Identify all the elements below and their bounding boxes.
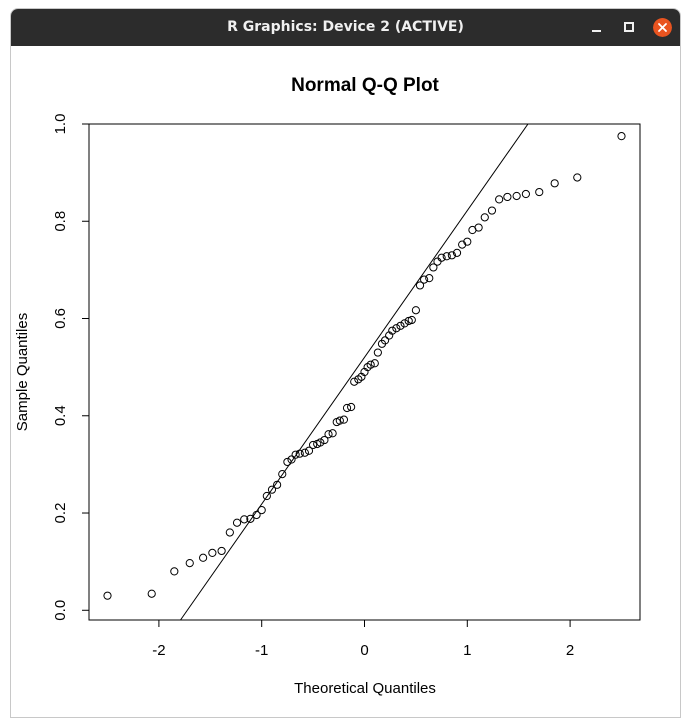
x-tick-label: 1 [463,642,471,659]
x-tick-label: -1 [255,642,268,659]
data-point [320,435,329,445]
data-point [240,515,249,524]
y-tick-label: 0.4 [52,405,69,426]
y-tick-label: 1.0 [52,114,69,135]
x-tick-label: 2 [566,642,574,659]
data-point [217,546,226,556]
data-point [512,191,521,201]
data-point [425,274,434,283]
close-icon[interactable] [653,18,672,37]
r-graphics-window: R Graphics: Device 2 (ACTIVE) [10,8,681,718]
data-point [232,518,242,527]
data-point [429,263,438,272]
y-tick-label: 0.6 [52,308,69,329]
data-point [420,275,429,284]
x-axis-label: Theoretical Quantiles [294,680,436,697]
x-axis: -2 -1 0 1 2 [152,619,574,659]
data-point [521,189,530,199]
data-point [300,448,309,457]
x-tick-label: -2 [152,642,165,659]
data-point [447,251,456,260]
data-point [262,491,271,501]
data-point [503,192,512,202]
data-point [324,430,333,439]
data-point [309,440,318,450]
data-point [380,336,390,345]
data-point [415,281,425,290]
qq-reference-line [180,123,529,621]
data-point [388,326,397,335]
data-point [550,179,559,188]
data-point [170,567,179,576]
data-point [267,485,277,494]
window-title: R Graphics: Device 2 (ACTIVE) [227,19,464,35]
data-point [411,306,420,315]
data-point [304,446,314,455]
data-point [535,187,544,197]
data-point [291,450,300,459]
data-point [208,548,217,557]
plot-frame [88,123,641,621]
y-tick-label: 0.8 [52,211,69,232]
data-point [225,528,234,537]
data-point [452,248,462,257]
chart-title: Normal Q-Q Plot [291,75,439,96]
y-tick-label: 0.2 [52,503,69,524]
data-point [339,415,349,424]
data-point [480,213,489,222]
data-point [400,319,409,328]
data-point [199,553,208,562]
data-point [185,559,194,568]
data-point [433,257,442,266]
data-point [278,470,287,479]
data-point [617,132,626,141]
data-point [396,321,405,330]
data-point [342,403,352,413]
data-point [370,359,379,368]
data-point [366,360,375,369]
reference-line-group [180,123,529,621]
data-point [103,591,112,600]
data-point [147,589,156,598]
data-point [316,438,325,447]
data-point [463,237,472,246]
maximize-icon[interactable] [620,18,639,37]
data-point [442,252,451,261]
data-point [495,195,504,204]
y-axis-label: Sample Quantiles [14,313,31,431]
data-point [328,429,337,438]
data-point [407,315,416,325]
data-point [573,173,582,182]
data-point [487,206,497,215]
data-point [392,324,401,333]
data-point [437,253,446,262]
data-point [287,455,296,464]
y-tick-label: 0.0 [52,600,69,621]
y-axis: 0.0 0.2 0.4 0.6 0.8 1.0 [52,114,90,621]
data-point [257,506,266,515]
minimize-icon[interactable] [587,18,606,37]
data-point [373,348,382,357]
data-point [335,416,344,425]
data-point [474,223,483,232]
data-point [350,377,359,386]
data-point [347,402,356,412]
data-points [103,132,626,600]
data-point [246,514,255,523]
title-bar[interactable]: R Graphics: Device 2 (ACTIVE) [11,9,680,46]
x-tick-label: 0 [360,642,368,659]
